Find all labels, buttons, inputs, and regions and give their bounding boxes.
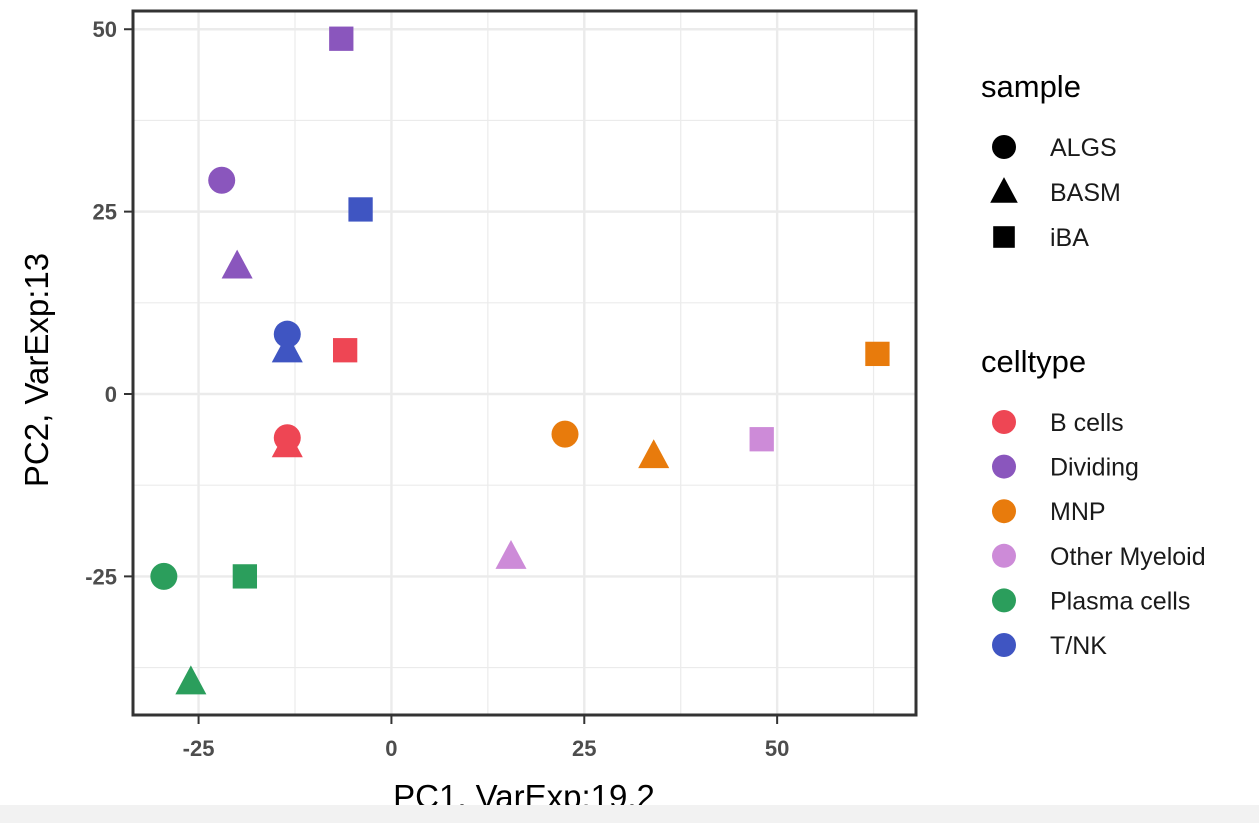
legend-label: B cells — [1050, 409, 1124, 437]
x-tick-label: 50 — [765, 736, 789, 761]
data-point-square — [348, 197, 373, 222]
legend-key-square — [993, 226, 1015, 248]
bottom-band — [0, 805, 1259, 823]
data-point-triangle — [271, 428, 303, 458]
data-point-circle — [551, 420, 579, 448]
data-point-triangle — [221, 249, 253, 279]
y-axis-title: PC2, VarExp:13 — [18, 253, 55, 487]
data-point-square — [232, 564, 258, 589]
legend-key-color — [992, 454, 1016, 479]
x-axis-title: PC1, VarExp:19.2 — [393, 778, 655, 805]
legend-title-celltype: celltype — [981, 344, 1086, 379]
y-tick-label: 25 — [93, 200, 117, 225]
data-point-square — [329, 26, 354, 51]
data-points — [150, 26, 890, 695]
legend-label: iBA — [1050, 224, 1089, 252]
legend-label: Plasma cells — [1050, 587, 1190, 615]
legend-label: ALGS — [1050, 134, 1117, 162]
x-tick-label: 25 — [572, 736, 596, 761]
y-tick-label: 50 — [93, 17, 117, 42]
plot-panel-border — [131, 9, 918, 717]
legend-key-color — [992, 543, 1016, 568]
legend-key-triangle — [990, 177, 1018, 203]
gridlines — [133, 11, 916, 715]
legend-key-color — [992, 499, 1016, 524]
data-point-square — [749, 427, 774, 452]
axes: -25 0 25 50 -25 0 25 50 — [85, 17, 789, 761]
legend-label: T/NK — [1050, 632, 1107, 660]
data-point-triangle — [271, 333, 303, 363]
scatter-chart: -25 0 25 50 -25 0 25 50 PC1, VarExp:19.2 PC2, V… — [18, 9, 1206, 805]
data-point-triangle — [495, 539, 527, 569]
legend-label: MNP — [1050, 498, 1106, 526]
legend-key-color — [992, 633, 1016, 657]
legend-title-sample: sample — [981, 69, 1081, 104]
data-point-triangle — [175, 665, 207, 695]
data-point-square — [865, 341, 890, 367]
x-tick-label: -25 — [183, 736, 215, 761]
y-tick-label: 0 — [105, 382, 117, 407]
data-point-circle — [208, 166, 236, 194]
data-point-circle — [150, 562, 178, 590]
data-point-triangle — [638, 439, 670, 469]
data-point-square — [332, 338, 358, 363]
x-tick-label: 0 — [385, 736, 397, 761]
legend-key-circle — [992, 135, 1016, 159]
legend-label: Other Myeloid — [1050, 543, 1206, 571]
legend-label: Dividing — [1050, 454, 1139, 482]
legend-key-color — [992, 588, 1016, 613]
legend-key-color — [992, 410, 1016, 434]
legend-label: BASM — [1050, 179, 1121, 207]
y-tick-label: -25 — [85, 564, 117, 589]
plot-panel-background — [133, 11, 916, 715]
legends: sample ALGS BASM iBA celltype B cells Dividing… — [981, 69, 1206, 660]
